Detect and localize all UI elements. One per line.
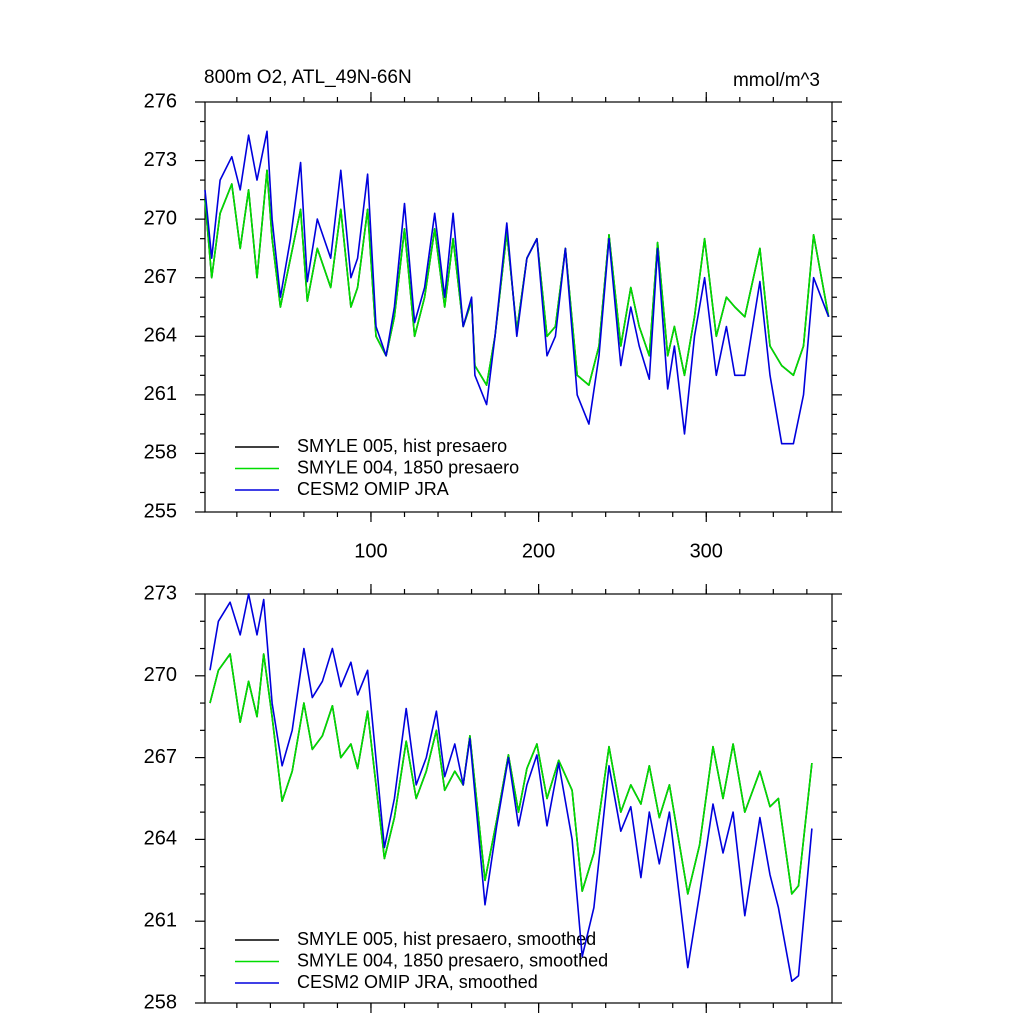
- legend-label: SMYLE 004, 1850 presaero, smoothed: [297, 950, 608, 970]
- legend-label: CESM2 OMIP JRA: [297, 479, 449, 499]
- series-line: [209, 593, 813, 982]
- series-line: [209, 653, 813, 895]
- y-tick-label: 270: [144, 207, 177, 229]
- plot-frame: [204, 101, 833, 513]
- chart-title: 800m O2, ATL_49N-66N: [204, 67, 412, 88]
- series-line: [204, 130, 830, 445]
- y-tick-label: 270: [144, 664, 177, 686]
- x-tick-label: 300: [690, 540, 723, 562]
- series-line: [204, 169, 830, 386]
- y-tick-label: 273: [144, 582, 177, 604]
- legend-label: CESM2 OMIP JRA, smoothed: [297, 972, 538, 992]
- x-tick-label: 200: [522, 540, 555, 562]
- units-label: mmol/m^3: [733, 70, 820, 91]
- y-tick-label: 267: [144, 266, 177, 288]
- y-tick-label: 264: [144, 325, 177, 347]
- series-line: [204, 169, 830, 386]
- y-tick-label: 273: [144, 149, 177, 171]
- y-tick-label: 276: [144, 90, 177, 112]
- legend-label: SMYLE 004, 1850 presaero: [297, 457, 519, 477]
- y-tick-label: 261: [144, 909, 177, 931]
- y-tick-label: 258: [144, 991, 177, 1013]
- y-tick-label: 261: [144, 383, 177, 405]
- legend-label: SMYLE 005, hist presaero, smoothed: [297, 929, 596, 949]
- legend-label: SMYLE 005, hist presaero: [297, 436, 507, 456]
- y-tick-label: 264: [144, 828, 177, 850]
- x-tick-label: 100: [354, 540, 387, 562]
- y-tick-label: 258: [144, 442, 177, 464]
- plot-frame: [204, 593, 833, 1004]
- y-tick-label: 255: [144, 500, 177, 522]
- y-tick-label: 267: [144, 746, 177, 768]
